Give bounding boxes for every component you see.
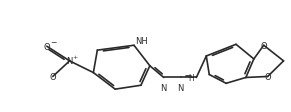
Text: N: N [161,83,167,92]
Text: O: O [260,41,267,50]
Text: O: O [49,72,56,81]
Text: O: O [265,72,271,81]
Text: −: − [50,38,57,47]
Text: O: O [44,42,50,51]
Text: N: N [66,57,73,66]
Text: N: N [177,83,184,92]
Text: H: H [189,73,194,82]
Text: NH: NH [135,36,148,45]
Text: +: + [73,55,78,60]
